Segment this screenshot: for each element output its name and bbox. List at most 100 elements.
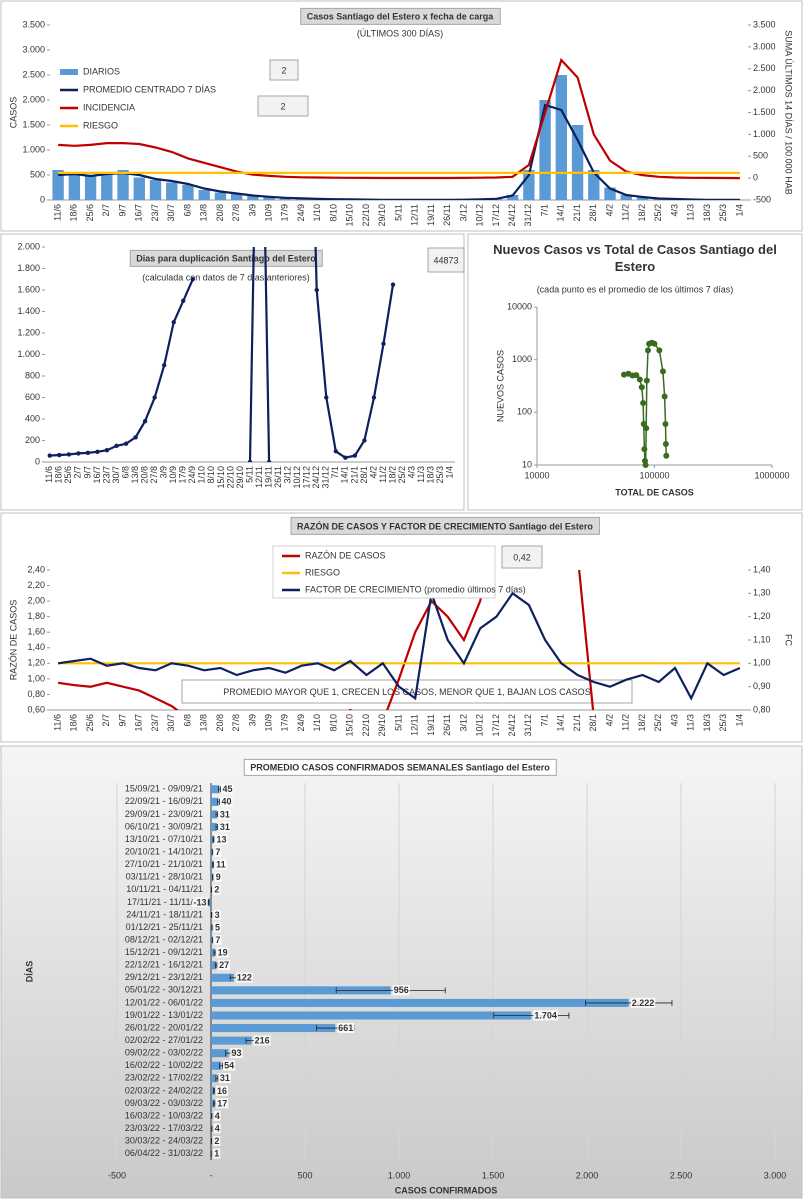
value-label: 31 <box>220 822 230 832</box>
x-tick-label: 7/1 <box>539 204 549 217</box>
y-tick-label: 13/10/21 - 07/10/21 <box>125 834 203 844</box>
x-tick-label: 17/9 <box>178 466 188 484</box>
y-tick-label: 600 <box>25 392 40 402</box>
x-tick-label: 16/7 <box>134 714 144 732</box>
y-tick-label: 02/03/22 - 24/02/22 <box>125 1085 203 1095</box>
y-axis-label: CASOS <box>8 97 18 129</box>
x-tick-label: 9/7 <box>117 204 127 217</box>
y-tick-label: 1.000 <box>22 144 45 154</box>
y-tick-label: 29/12/21 - 23/12/21 <box>125 972 203 982</box>
x-tick-label: 28/1 <box>359 466 369 484</box>
bar <box>211 797 219 806</box>
x-tick-label: 17/12 <box>491 714 501 737</box>
x-tick-label: 10/12 <box>292 466 302 489</box>
value-label-bg <box>630 997 656 1008</box>
x-tick-label: 18/6 <box>69 714 79 732</box>
bar <box>211 1036 252 1045</box>
y-tick-label: 22/09/21 - 16/09/21 <box>125 796 203 806</box>
x-tick-label: 25/6 <box>63 466 73 484</box>
value-label-bg <box>230 1048 243 1059</box>
chart-title: Dias para duplicación Santiago del Ester… <box>136 253 316 263</box>
value-label: 661 <box>338 1023 353 1033</box>
y2-tick-label: 1,00 <box>753 658 771 668</box>
legend-box <box>272 545 496 599</box>
x-tick-label: 1/4 <box>734 204 744 217</box>
bar <box>211 1024 336 1033</box>
bar <box>506 195 519 200</box>
title-box <box>129 249 323 267</box>
x-tick-label: 4/3 <box>406 466 416 479</box>
y2-tick-label: 1.000 <box>753 129 776 139</box>
y-tick-label: 23/03/22 - 17/03/22 <box>125 1123 203 1133</box>
bar <box>211 822 217 832</box>
bar <box>101 172 113 200</box>
x-tick-label: 31/12 <box>321 466 331 489</box>
bar <box>84 175 97 200</box>
x-tick-label: 11/2 <box>621 204 631 221</box>
y-tick-label: 29/09/21 - 23/09/21 <box>125 809 203 819</box>
marker <box>57 452 62 458</box>
x-tick-label: 11/6 <box>52 204 62 221</box>
y-tick-label: 2.500 <box>22 69 45 79</box>
y-tick-label: 16/03/22 - 10/03/22 <box>125 1110 203 1120</box>
x-tick-label: 1/4 <box>734 714 744 727</box>
point <box>641 446 648 453</box>
value-label: 93 <box>231 1048 241 1058</box>
legend-label: INCIDENCIA <box>83 102 135 112</box>
x-tick-label: 18/2 <box>637 204 647 222</box>
point <box>651 340 658 347</box>
chart-frame <box>467 233 803 511</box>
y-tick-label: 05/01/22 - 30/12/21 <box>125 985 203 995</box>
y-tick-label: 2.000 <box>17 241 40 251</box>
chart-title: PROMEDIO CASOS CONFIRMADOS SEMANALES San… <box>250 762 550 772</box>
annotation-box <box>427 247 465 273</box>
chart-title: Nuevos Casos vs Total de Casos Santiago … <box>493 242 777 274</box>
x-tick-label: 7/1 <box>330 466 340 479</box>
bar <box>247 196 259 200</box>
marker <box>123 441 129 446</box>
y2-tick-label: 1,30 <box>753 588 771 598</box>
x-tick-label: 20/8 <box>215 714 225 732</box>
y-tick-label: 400 <box>25 413 40 423</box>
x-tick-label: 1.500 <box>482 1170 505 1180</box>
y-axis-label: RAZÓN DE CASOS <box>8 600 18 681</box>
bar <box>211 873 213 882</box>
x-tick-label: 1/10 <box>312 714 322 732</box>
bar <box>604 187 616 200</box>
title-wrap: Nuevos Casos vs Total de Casos Santiago … <box>493 242 777 274</box>
x-tick-label: 3/9 <box>247 204 257 217</box>
marker <box>95 449 100 454</box>
x-tick-label: 15/10 <box>216 466 226 489</box>
bar <box>166 182 178 200</box>
x-tick-label: 31/12 <box>523 714 533 737</box>
y-tick-label: 1000 <box>512 354 532 364</box>
bar <box>523 170 535 200</box>
x-tick-label: 20/8 <box>139 466 149 484</box>
value-label: 9 <box>216 872 221 882</box>
value-label: 17 <box>217 1098 227 1108</box>
value-label: 16 <box>217 1086 227 1096</box>
x-tick-label: 21/1 <box>349 466 359 484</box>
bar <box>211 998 629 1007</box>
value-label: 5 <box>215 922 220 932</box>
line <box>49 247 395 462</box>
point <box>642 462 649 468</box>
x-tick-label: 5/11 <box>393 714 403 731</box>
marker <box>190 277 195 282</box>
y2-tick-label: 1,10 <box>753 634 771 644</box>
x-tick-label: 14/1 <box>556 204 566 222</box>
y2-tick-label: 1.500 <box>753 107 776 117</box>
x-tick-label: 5/11 <box>244 466 254 483</box>
x-tick-label: 11/3 <box>416 466 426 483</box>
marker <box>181 298 186 303</box>
x-tick-label: 3/12 <box>283 466 293 484</box>
x-tick-label: 17/12 <box>491 204 501 227</box>
value-label-bg <box>392 985 410 996</box>
y-tick-label: 15/12/21 - 09/12/21 <box>125 947 203 957</box>
x-tick-label: 12/11 <box>410 714 420 736</box>
marker <box>171 320 176 325</box>
x-tick-label: 1/10 <box>197 466 207 484</box>
x-tick-label: 1/4 <box>445 466 455 479</box>
y-tick-label: 1,20 <box>27 658 45 668</box>
bar <box>198 190 210 200</box>
